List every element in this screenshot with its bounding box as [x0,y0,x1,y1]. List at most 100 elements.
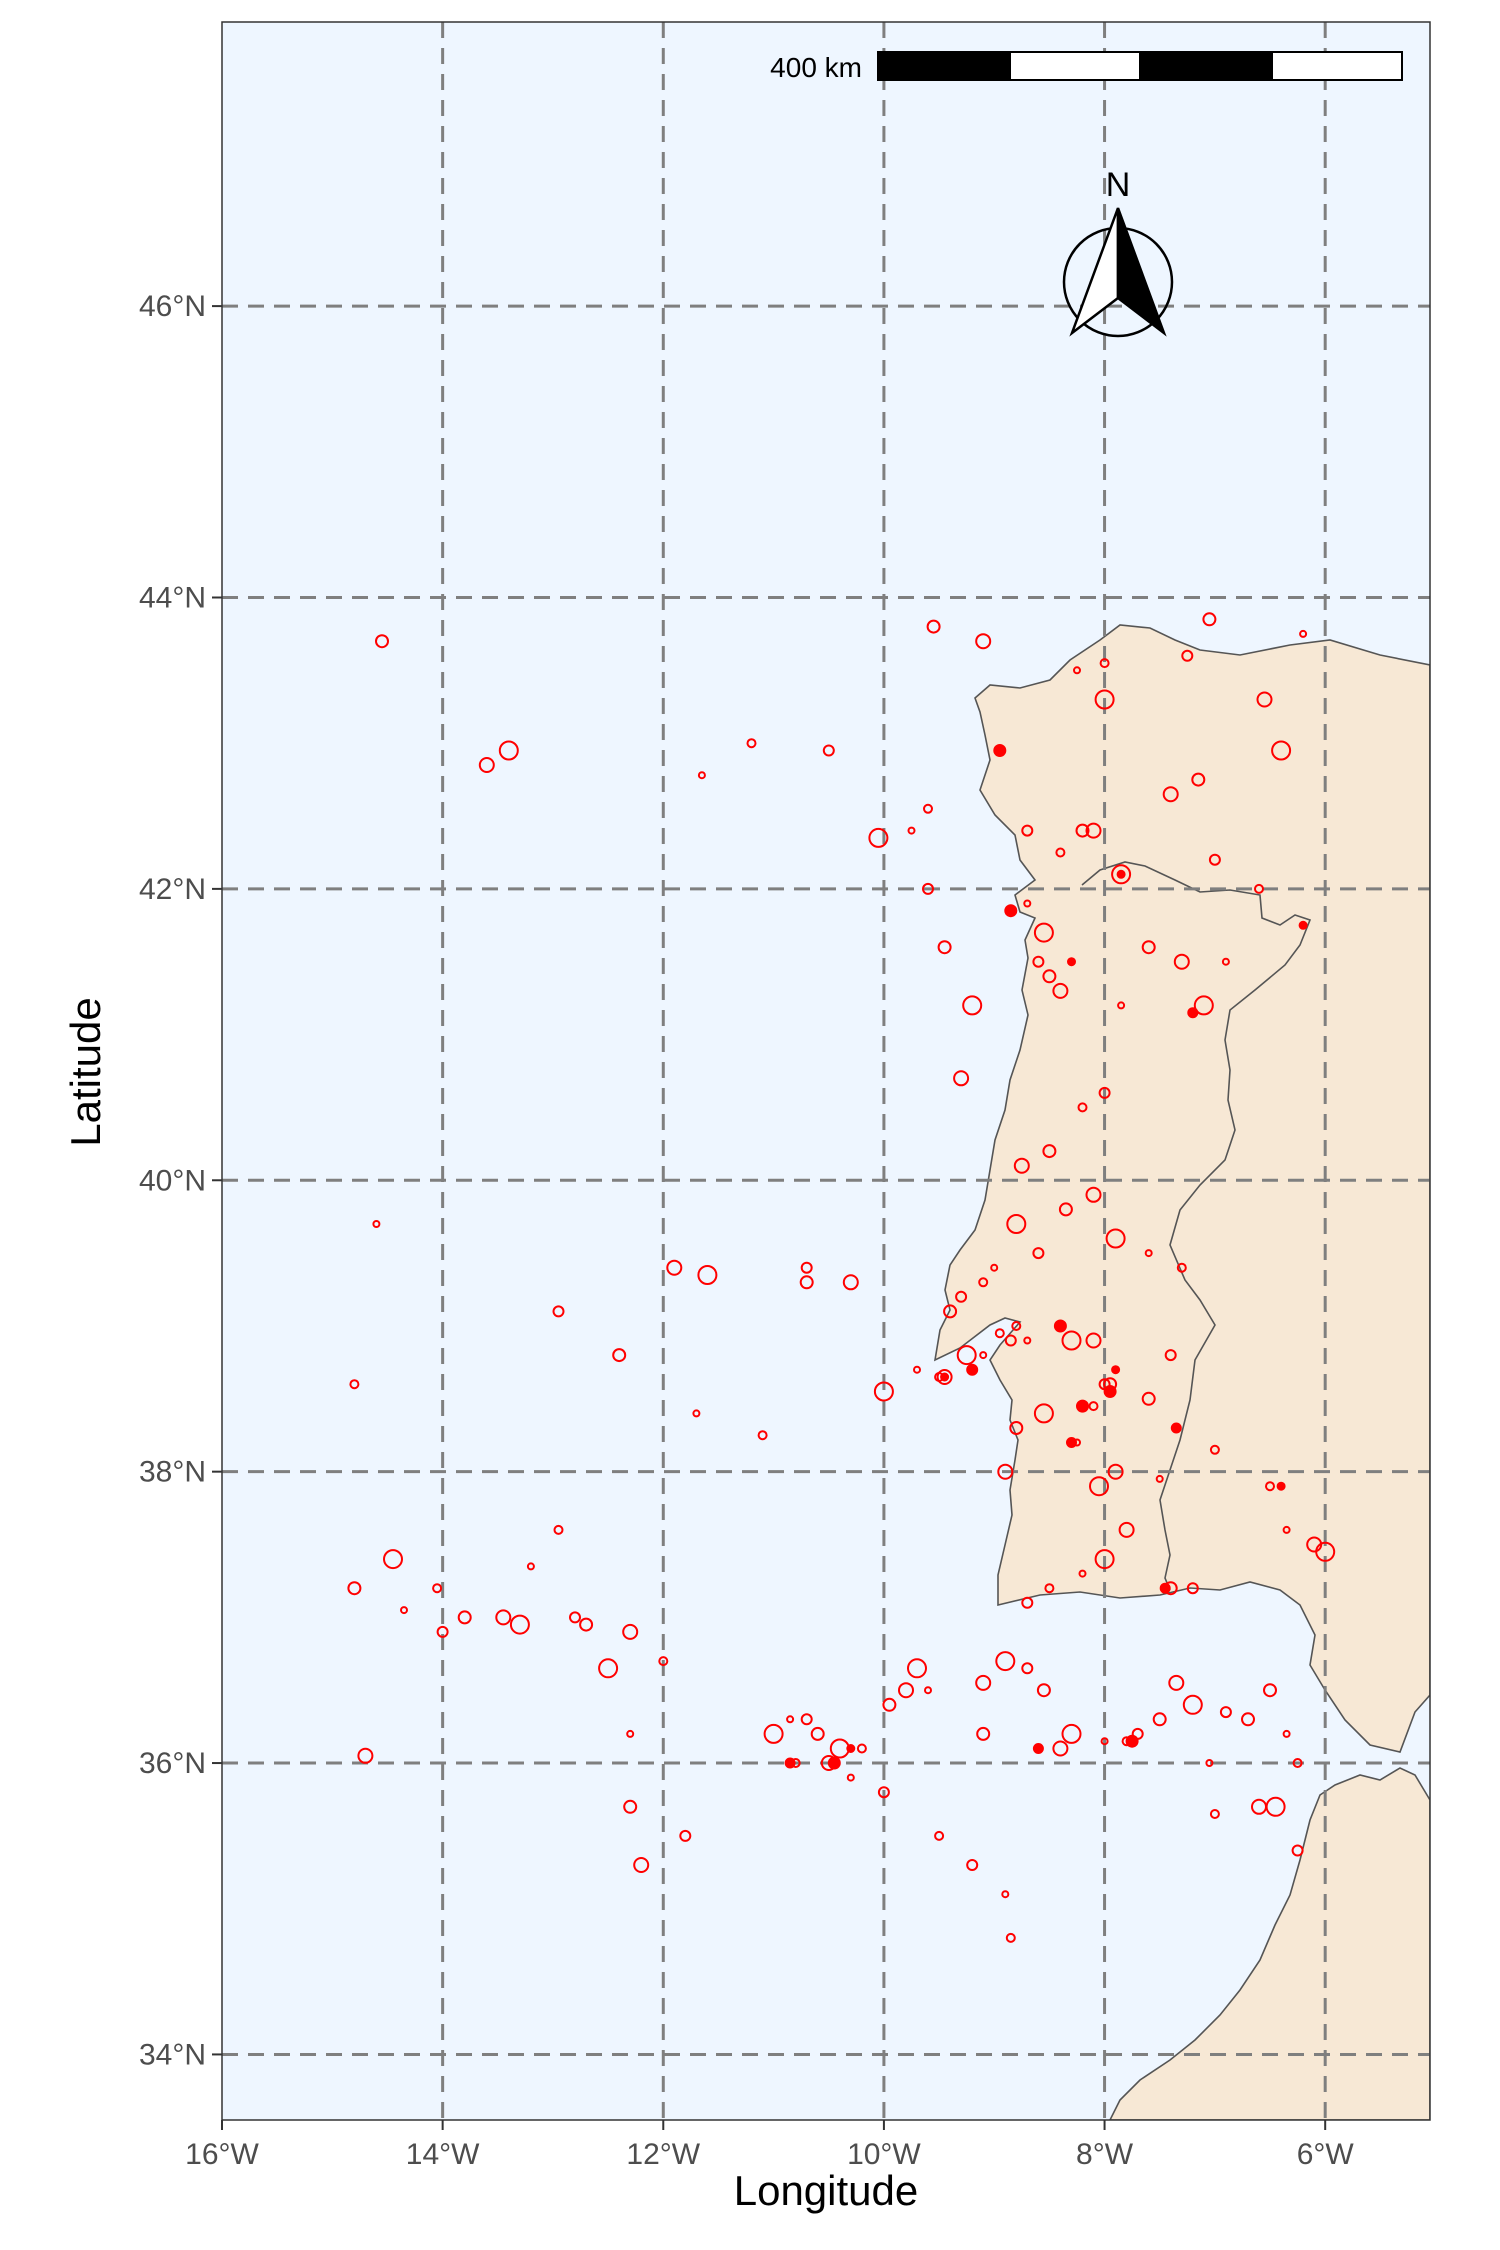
earthquake-point [1111,1365,1121,1375]
earthquake-point [1282,1525,1291,1534]
north-arrow-label: N [1106,166,1131,204]
earthquake-point [1088,1401,1099,1412]
earthquake-point [612,1348,627,1363]
scale-bar-label: 400 km [770,52,862,83]
earthquake-point [1111,864,1132,885]
earthquake-point [1013,1157,1030,1174]
earthquake-point [1141,1391,1156,1406]
earthquake-point [552,1305,565,1318]
earthquake-point [1186,1582,1199,1595]
earthquake-point [976,1726,991,1741]
earthquake-point [1042,969,1057,984]
earthquake-point [478,757,495,773]
y-tick-label: 38°N [139,1456,206,1489]
earthquake-point [1053,1319,1067,1333]
earthquake-point [526,1562,535,1571]
x-tick-label: 8°W [1076,2138,1134,2171]
earthquake-point [953,1070,970,1087]
earthquake-point [1009,1421,1024,1435]
y-axis-title: Latitude [62,997,109,1146]
earthquake-point [432,1583,443,1594]
x-tick-label: 6°W [1297,2138,1355,2171]
earthquake-point [1105,1228,1126,1249]
earthquake-point [1033,922,1054,943]
x-tick-label: 12°W [626,2138,700,2171]
earthquake-point [1094,1549,1115,1570]
earthquake-point [1168,1674,1185,1691]
earthquake-point [1298,920,1308,930]
earthquake-point [800,1261,813,1274]
earthquake-point [898,1682,914,1699]
earthquake-point [956,1345,977,1366]
x-tick-label: 10°W [847,2138,921,2171]
earthquake-point [1144,1249,1153,1258]
earthquake-point [1021,1596,1034,1609]
earthquake-point [498,740,519,761]
y-tick-label: 34°N [139,2038,206,2071]
earthquake-point [827,1756,841,1770]
earthquake-point [1152,1712,1167,1727]
earthquake-point [1116,869,1126,879]
earthquake-point [598,1658,619,1679]
earthquake-point [375,634,389,649]
earthquake-point [1162,786,1179,803]
earthquake-point [1241,1712,1255,1727]
land-iberian-peninsula [933,624,1430,1753]
earthquake-point [383,1549,403,1570]
earthquake-point [1103,1385,1117,1398]
earthquake-point [1265,1481,1275,1492]
earthquake-point [1021,824,1034,837]
scale-segment-2 [1009,51,1141,81]
earthquake-point [995,1651,1016,1672]
earthquake-point [1067,957,1076,967]
earthquake-point [1032,955,1045,968]
graticule-grid [222,22,1430,2120]
earthquake-point [975,633,992,650]
earthquake-point [1209,1444,1220,1455]
earthquake-point [926,619,941,634]
earthquake-point [1219,1706,1232,1719]
earthquake-point [1058,1202,1073,1217]
earthquake-point [509,1614,530,1635]
earthquake-point [1033,1403,1054,1424]
earthquake-point [1291,1844,1304,1857]
earthquake-point [1141,940,1156,955]
earthquake-point [1042,1144,1057,1159]
earthquake-point [626,1729,635,1738]
earthquake-point [962,995,983,1016]
earthquake-point [1061,1330,1082,1351]
earthquake-point [372,1220,381,1228]
earthquake-point [1052,1740,1069,1757]
earthquake-point [966,1859,979,1871]
earthquake-points [347,612,1336,1943]
earthquake-point [923,803,933,814]
earthquake-point [882,1697,897,1712]
earthquake-point [1181,649,1194,662]
earthquake-point [907,826,916,835]
earthquake-point [1292,1758,1303,1768]
scale-bar: 400 km [770,51,1403,83]
earthquake-point [1315,1541,1336,1562]
earthquake-point [1164,1349,1177,1362]
north-arrow-icon: N [1062,166,1174,338]
earthquake-point [943,1304,958,1319]
earthquake-point [1208,853,1221,866]
earthquake-point [1263,1683,1277,1698]
earthquake-point [799,1275,814,1290]
scale-segment-4 [1271,51,1403,81]
earthquake-point [846,1744,856,1753]
earthquake-point [990,1263,999,1272]
earthquake-point [1170,1422,1182,1434]
earthquake-point [1001,1890,1010,1899]
x-axis: 16°W 14°W 12°W 10°W 8°W 6°W [185,2120,1354,2171]
earthquake-point [679,1829,692,1842]
earthquake-point [1076,1399,1089,1413]
earthquake-point [1282,1729,1291,1738]
earthquake-point [1094,689,1115,710]
earthquake-point [457,1610,472,1625]
earthquake-point [1005,1932,1016,1943]
earthquake-point [658,1656,669,1667]
earthquake-point [1256,691,1273,708]
earthquake-point [1221,957,1230,966]
earthquake-point [579,1617,594,1632]
